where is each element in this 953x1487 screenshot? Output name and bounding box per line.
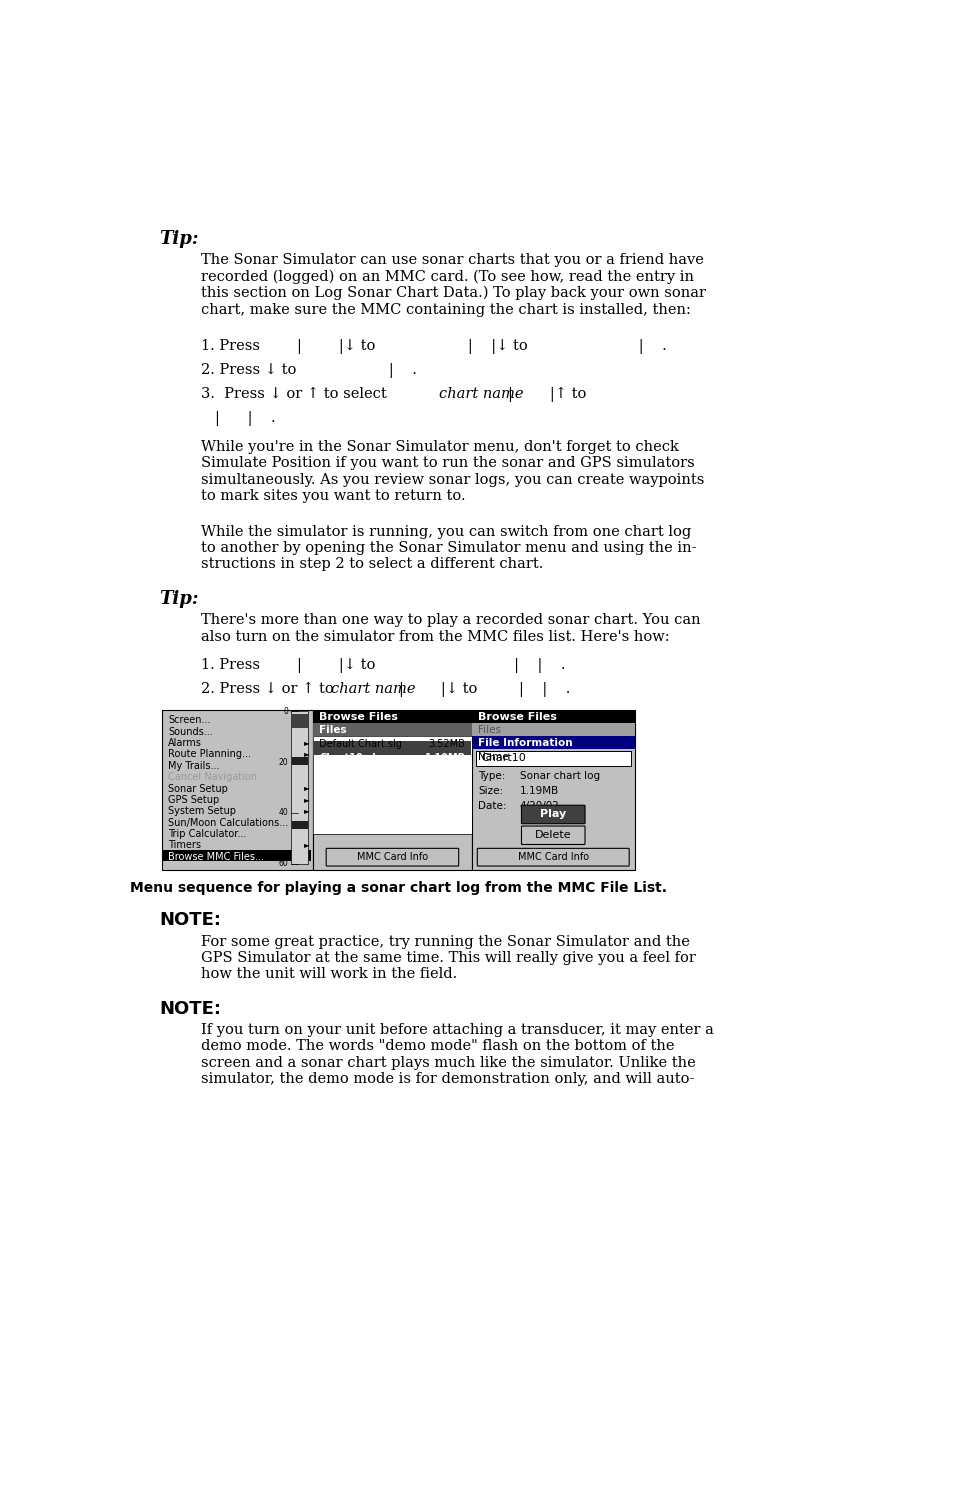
Text: Name: Name: [477, 752, 508, 761]
Text: Browse Files: Browse Files: [477, 712, 557, 723]
Text: Browse Files: Browse Files: [319, 712, 397, 723]
Text: ►: ►: [303, 806, 310, 815]
Text: Alarms: Alarms: [168, 738, 202, 748]
Text: Files: Files: [319, 726, 347, 735]
Text: File Information: File Information: [477, 738, 572, 748]
Bar: [163, 849, 311, 861]
Text: If you turn on your unit before attaching a transducer, it may enter a
demo mode: If you turn on your unit before attachin…: [200, 1023, 713, 1086]
Text: Chart10.slg: Chart10.slg: [319, 754, 382, 763]
Text: Route Planning...: Route Planning...: [168, 749, 251, 760]
Text: 4/20/02: 4/20/02: [519, 801, 559, 812]
Text: ►: ►: [303, 738, 310, 746]
FancyBboxPatch shape: [476, 849, 629, 865]
Text: My Trails...: My Trails...: [168, 761, 219, 770]
Bar: [313, 709, 472, 870]
Text: Date:: Date:: [477, 801, 506, 812]
Text: ►: ►: [303, 749, 310, 758]
Bar: [291, 711, 308, 864]
Text: For some great practice, try running the Sonar Simulator and the
GPS Simulator a: For some great practice, try running the…: [200, 935, 695, 981]
Text: NOTE:: NOTE:: [159, 912, 221, 929]
Bar: [313, 709, 472, 723]
Text: |      |    .: | | .: [214, 410, 274, 425]
Bar: [313, 736, 472, 834]
Text: 1. Press        |        |↓ to                              |    |    .: 1. Press | |↓ to | | .: [200, 659, 564, 674]
Bar: [472, 736, 634, 748]
Bar: [292, 757, 307, 766]
Text: Delete: Delete: [535, 830, 571, 840]
Text: Files: Files: [477, 726, 500, 735]
Text: 0: 0: [283, 706, 288, 715]
Text: There's more than one way to play a recorded sonar chart. You can
also turn on t: There's more than one way to play a reco…: [200, 614, 700, 644]
Text: GPS Setup: GPS Setup: [168, 796, 219, 804]
Text: Cancel Navigation: Cancel Navigation: [168, 772, 256, 782]
Text: Sounds...: Sounds...: [168, 727, 213, 736]
Bar: [472, 709, 634, 870]
Text: NOTE:: NOTE:: [159, 1001, 221, 1019]
Text: Screen...: Screen...: [168, 715, 211, 726]
Text: Sun/Moon Calculations...: Sun/Moon Calculations...: [168, 818, 288, 828]
Text: 2. Press ↓ to                    |    .: 2. Press ↓ to | .: [200, 363, 416, 378]
Text: 3.  Press ↓ or ↑ to select: 3. Press ↓ or ↑ to select: [200, 387, 395, 401]
Text: chart name: chart name: [331, 683, 415, 696]
Text: MMC Card Info: MMC Card Info: [517, 852, 588, 862]
Bar: [472, 709, 634, 723]
Text: Default Chart.slg: Default Chart.slg: [319, 739, 401, 749]
Bar: [476, 751, 630, 766]
Bar: [292, 821, 307, 830]
Text: 40: 40: [278, 809, 288, 818]
Text: 2. Press ↓ or ↑ to: 2. Press ↓ or ↑ to: [200, 683, 337, 696]
Text: The Sonar Simulator can use sonar charts that you or a friend have
recorded (log: The Sonar Simulator can use sonar charts…: [200, 253, 705, 317]
Text: MMC Card Info: MMC Card Info: [356, 852, 428, 862]
Text: chart name: chart name: [439, 387, 523, 401]
Text: 1. Press        |        |↓ to                    |    |↓ to                    : 1. Press | |↓ to | |↓ to: [200, 339, 666, 354]
Bar: [314, 741, 471, 755]
Text: 3.52MB: 3.52MB: [428, 739, 465, 749]
Text: Size:: Size:: [477, 787, 502, 797]
Text: Type:: Type:: [477, 772, 505, 781]
FancyBboxPatch shape: [326, 849, 458, 865]
Text: ►: ►: [303, 796, 310, 804]
Text: Sonar Setup: Sonar Setup: [168, 784, 228, 794]
Text: Browse MMC Files...: Browse MMC Files...: [168, 852, 264, 862]
Bar: [472, 723, 634, 736]
Bar: [292, 714, 307, 729]
Text: ►: ►: [303, 784, 310, 793]
Text: Menu sequence for playing a sonar chart log from the MMC File List.: Menu sequence for playing a sonar chart …: [130, 880, 666, 895]
Text: Timers: Timers: [168, 840, 201, 851]
FancyBboxPatch shape: [521, 825, 584, 845]
Text: Play: Play: [539, 809, 566, 819]
Bar: [313, 723, 472, 736]
Text: 1.19MB: 1.19MB: [519, 787, 558, 797]
FancyBboxPatch shape: [521, 806, 584, 824]
Text: Chart10: Chart10: [480, 754, 525, 763]
Text: |        |↓ to         |    |    .: | |↓ to | | .: [398, 683, 570, 697]
Text: While you're in the Sonar Simulator menu, don't forget to check
Simulate Positio: While you're in the Sonar Simulator menu…: [200, 440, 703, 503]
Text: While the simulator is running, you can switch from one chart log
to another by : While the simulator is running, you can …: [200, 525, 696, 571]
Text: Trip Calculator...: Trip Calculator...: [168, 830, 246, 839]
Text: System Setup: System Setup: [168, 806, 235, 816]
Text: |        |↑ to: | |↑ to: [507, 387, 585, 403]
Text: 20: 20: [278, 757, 288, 767]
Text: Tip:: Tip:: [159, 230, 199, 248]
Bar: [162, 709, 313, 870]
Text: Tip:: Tip:: [159, 590, 199, 608]
Text: Sonar chart log: Sonar chart log: [519, 772, 599, 781]
Text: 1.19MB: 1.19MB: [424, 754, 465, 763]
Bar: [313, 736, 472, 834]
Text: 60: 60: [278, 859, 288, 868]
Text: ►: ►: [303, 840, 310, 849]
